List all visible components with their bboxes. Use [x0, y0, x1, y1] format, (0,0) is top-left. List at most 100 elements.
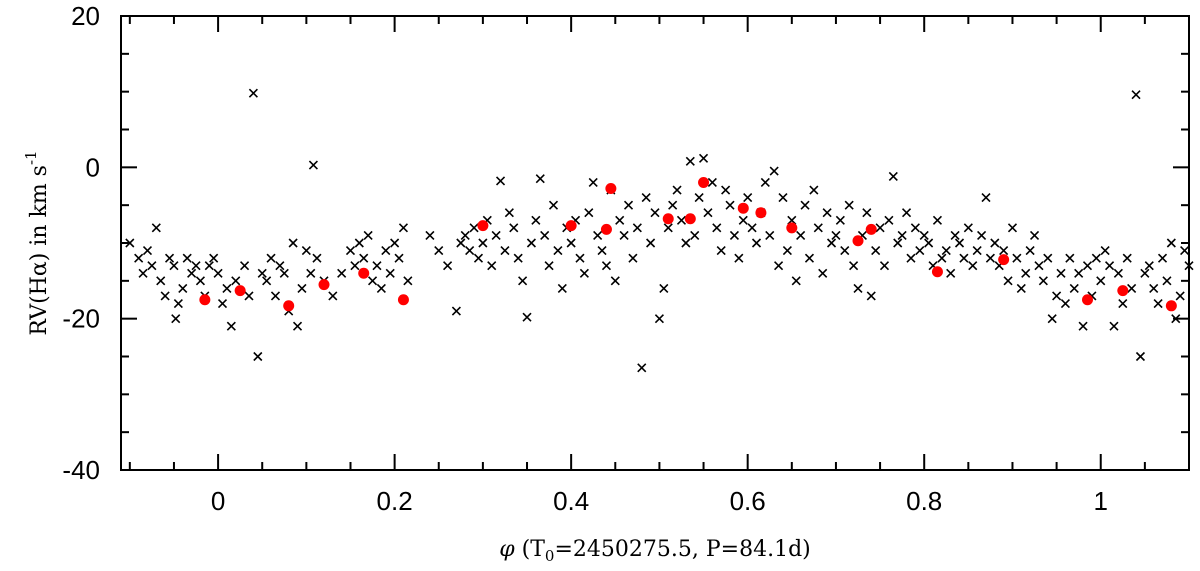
data-point-cross: [337, 268, 347, 278]
data-point-cross: [853, 283, 863, 293]
data-point-cross: [919, 230, 929, 240]
data-point-cross: [597, 246, 607, 256]
data-point-cross: [628, 253, 638, 263]
data-point-cross: [209, 253, 219, 263]
data-point-cross: [924, 238, 934, 248]
data-point-cross: [743, 193, 753, 203]
data-point-cross: [981, 193, 991, 203]
data-point-cross: [460, 230, 470, 240]
data-point-cross: [345, 246, 356, 256]
y-axis-label: RV(Hα) in km s-1: [22, 150, 52, 335]
data-point-cross: [632, 223, 642, 233]
data-point-cross: [1007, 223, 1018, 233]
data-point-cross: [1109, 321, 1119, 331]
data-point-red-dot: [234, 285, 246, 297]
data-point-cross: [390, 238, 400, 248]
data-point-cross: [897, 230, 907, 240]
data-point-cross: [623, 200, 634, 210]
data-point-cross: [544, 261, 554, 271]
data-point-cross: [716, 246, 726, 256]
data-point-cross: [138, 268, 148, 278]
data-point-cross: [222, 283, 232, 293]
data-point-cross: [712, 223, 722, 233]
data-point-cross: [540, 230, 550, 240]
data-point-cross: [465, 246, 475, 256]
data-point-cross: [1038, 276, 1048, 286]
data-point-cross: [999, 246, 1009, 256]
data-point-cross: [1069, 283, 1079, 293]
x-tick-label: 0.8: [906, 486, 942, 516]
data-point-cross: [182, 253, 192, 263]
data-point-cross: [1043, 253, 1053, 263]
data-point-cross: [350, 261, 360, 271]
data-point-cross: [312, 253, 322, 263]
data-point-cross: [434, 246, 444, 256]
data-point-cross: [500, 246, 510, 256]
data-point-cross: [734, 253, 744, 263]
data-point-cross: [862, 208, 872, 218]
data-point-cross: [588, 177, 598, 188]
data-point-cross: [1096, 276, 1106, 286]
data-point-cross: [292, 321, 303, 331]
data-point-red-dot: [786, 222, 798, 234]
data-point-cross: [663, 223, 673, 233]
data-point-cross: [703, 208, 713, 218]
data-point-cross: [721, 185, 731, 195]
data-point-cross: [782, 246, 792, 256]
data-point-cross: [990, 238, 1000, 248]
data-point-cross: [262, 276, 272, 286]
data-point-cross: [593, 230, 603, 240]
data-point-cross: [487, 261, 497, 271]
data-point-cross: [681, 238, 691, 248]
data-point-cross: [963, 223, 973, 233]
data-point-cross: [213, 268, 223, 278]
data-point-cross: [915, 246, 925, 256]
data-point-cross: [835, 215, 845, 225]
x-axis-label: φ (T0=2450275.5, P=84.1d): [499, 537, 810, 565]
data-point-cross: [826, 238, 837, 248]
data-point-cross: [518, 276, 528, 286]
data-point-cross: [253, 351, 263, 362]
y-tick-label: -20: [62, 304, 100, 334]
data-point-cross: [879, 261, 890, 271]
data-point-cross: [531, 215, 541, 225]
data-point-red-dot: [737, 202, 749, 214]
data-point-cross: [301, 246, 311, 256]
data-point-cross: [910, 223, 920, 233]
axis-ticks: [121, 15, 1190, 471]
data-point-cross: [257, 268, 267, 278]
data-point-cross: [403, 276, 413, 286]
data-point-cross: [217, 298, 228, 309]
data-point-cross: [787, 215, 797, 225]
data-point-cross: [240, 261, 250, 271]
series-red-dots: [199, 176, 1177, 312]
data-point-cross: [893, 238, 903, 248]
y-tick-label: 0: [86, 152, 100, 182]
data-point-cross: [297, 283, 307, 293]
plot-frame: [120, 15, 1190, 471]
data-point-cross: [707, 177, 717, 188]
data-point-cross: [1122, 253, 1132, 263]
data-point-cross: [354, 238, 364, 248]
data-point-cross: [359, 253, 369, 263]
data-point-red-dot: [565, 220, 577, 232]
data-point-cross: [1016, 283, 1026, 293]
data-point-cross: [169, 261, 179, 271]
data-point-cross: [725, 200, 735, 210]
data-point-cross: [800, 200, 810, 210]
data-point-cross: [738, 215, 748, 225]
data-point-cross: [822, 208, 832, 218]
x-tick-label: 0.2: [377, 486, 413, 516]
data-point-cross: [1034, 261, 1044, 271]
data-point-cross: [747, 223, 757, 233]
data-point-cross: [968, 261, 978, 271]
data-point-red-dot: [755, 207, 767, 219]
data-point-red-dot: [477, 220, 489, 232]
data-point-cross: [306, 268, 316, 278]
data-point-cross: [774, 261, 784, 271]
data-point-cross: [698, 153, 709, 163]
data-point-red-dot: [358, 267, 370, 279]
data-point-red-dot: [605, 183, 617, 195]
data-point-cross: [1118, 298, 1128, 309]
